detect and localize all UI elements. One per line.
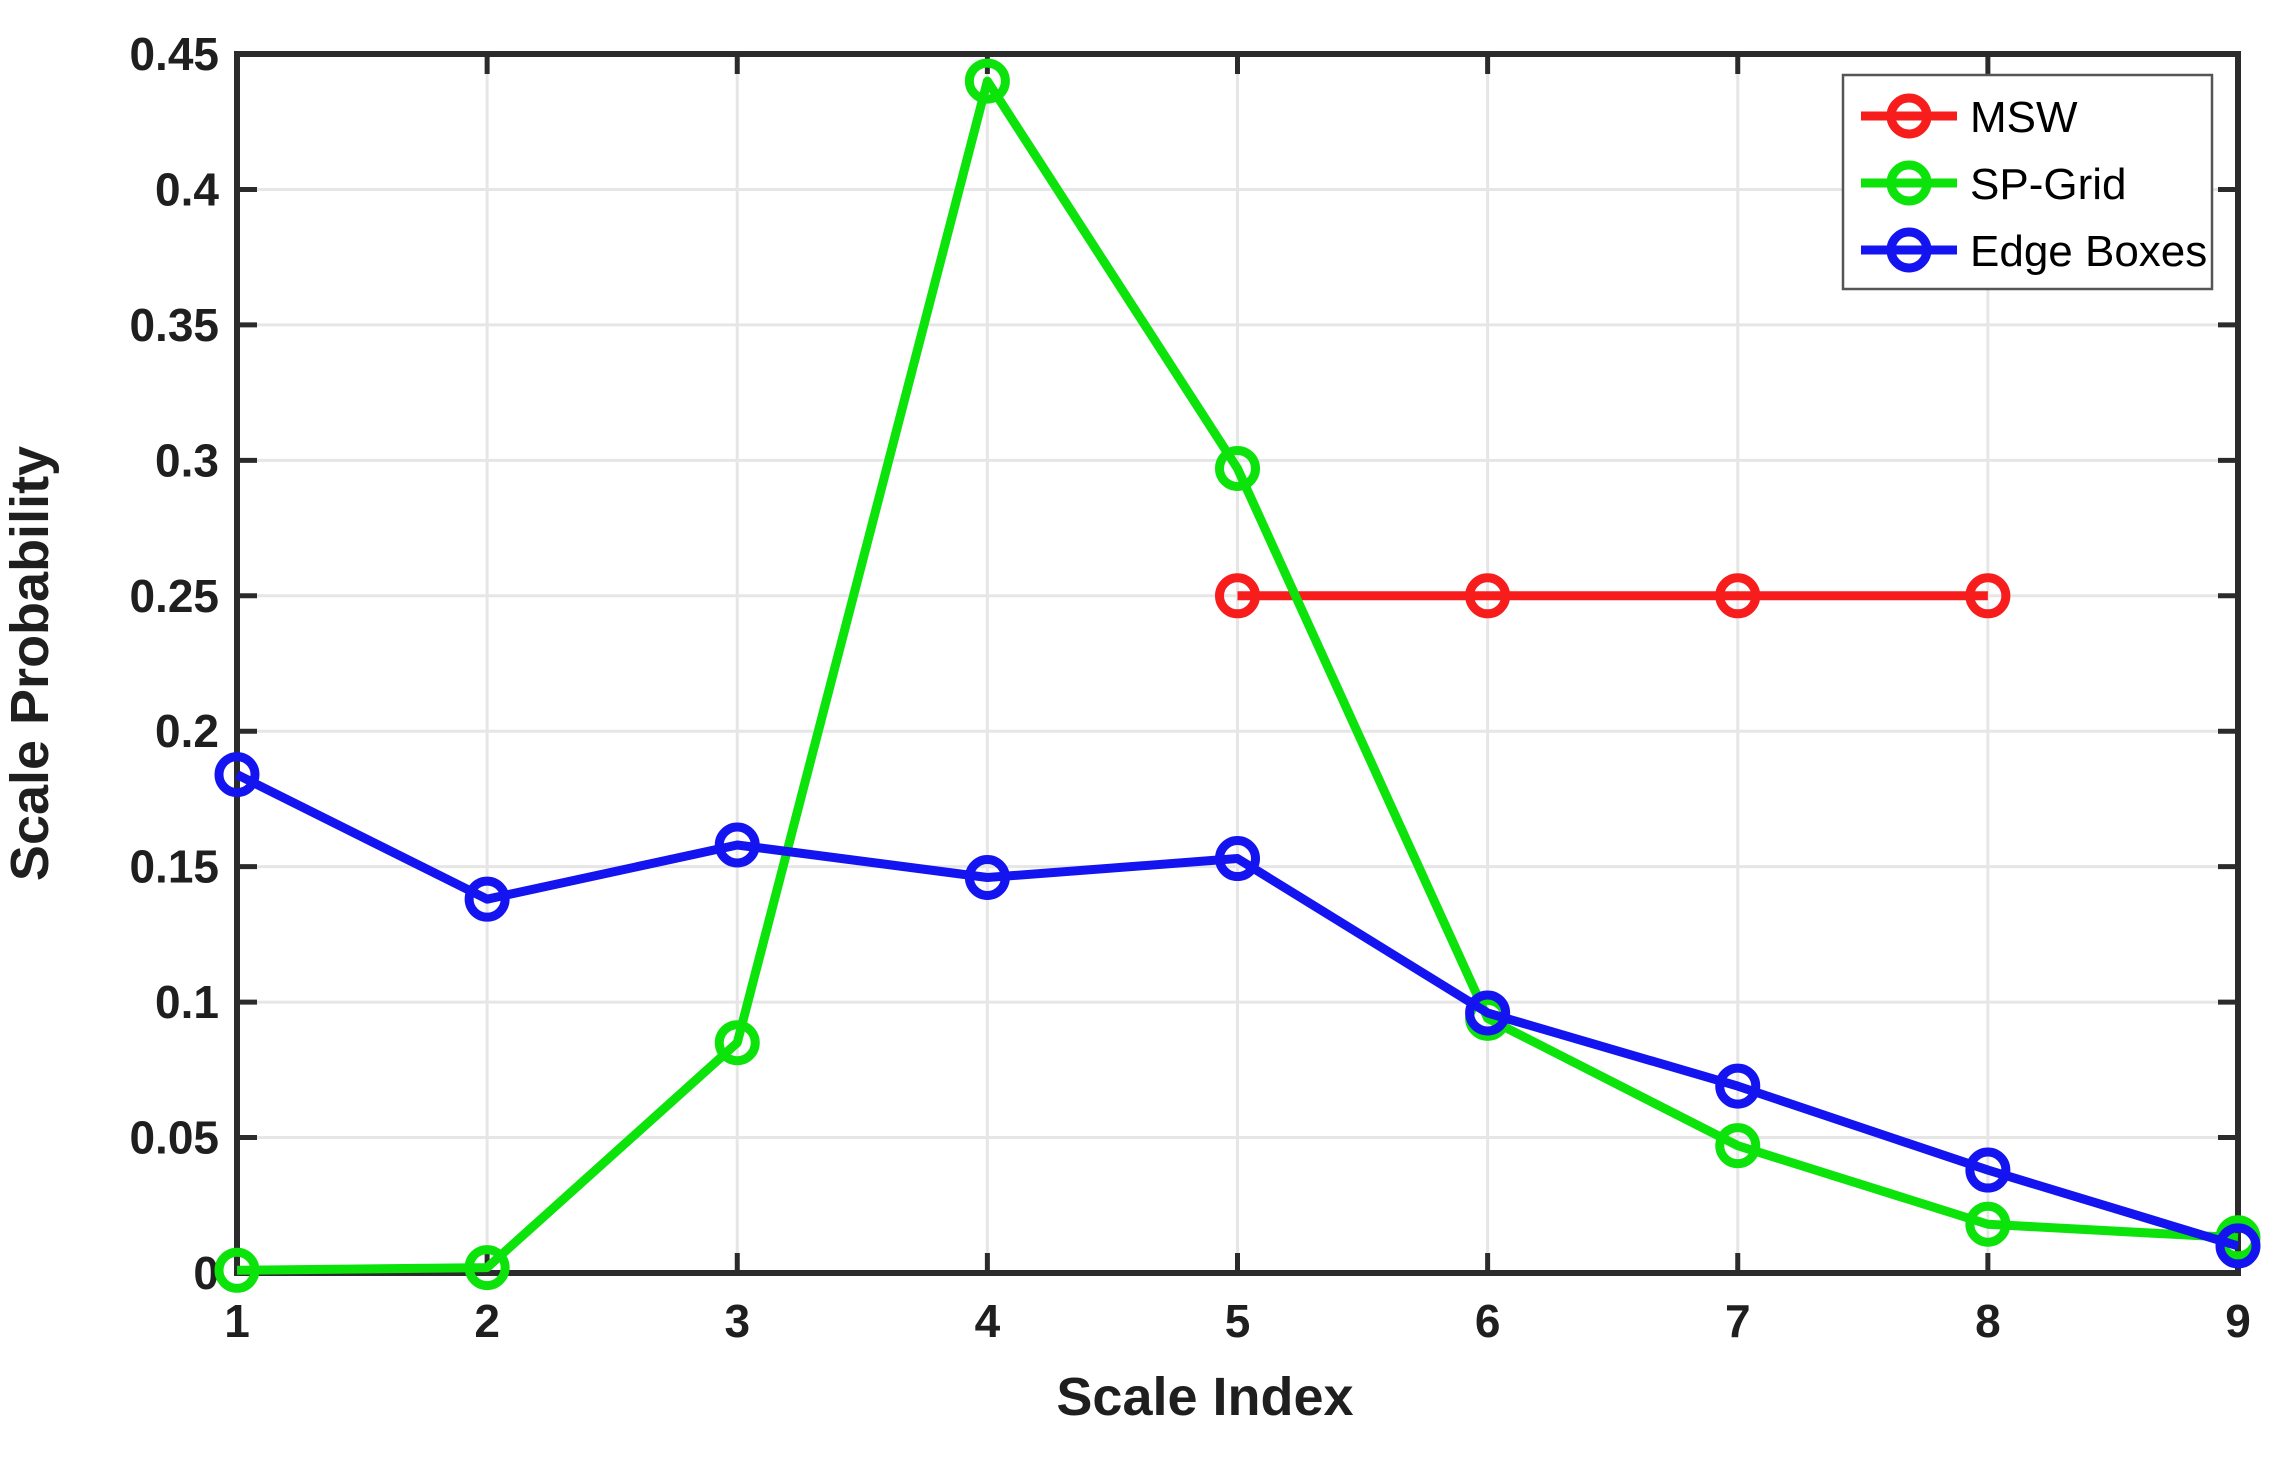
legend: MSW SP-Grid Edge Boxes [1841,73,2214,291]
y-tick-label: 0.3 [155,434,219,486]
legend-item: Edge Boxes [1861,227,2207,276]
data-point-marker [1715,573,1761,619]
x-tick-label: 6 [1475,1295,1501,1347]
x-axis-label: Scale Index [1056,1367,1353,1427]
data-point-marker [1965,573,2011,619]
series-edge-boxes [214,752,2261,1269]
legend-label: MSW [1970,93,2078,142]
x-tick-label: 8 [1975,1295,2001,1347]
legend-item: MSW [1861,93,2078,142]
y-tick-label: 0.45 [129,28,219,80]
x-tick-label: 9 [2225,1295,2251,1347]
y-tick-label: 0.4 [155,163,219,215]
data-point-marker [464,876,510,922]
legend-marker-sample [1886,227,1932,273]
x-tick-label: 2 [474,1295,500,1347]
data-point-marker [214,1247,260,1293]
series-line [236,76,2239,1275]
legend-label: Edge Boxes [1970,227,2207,276]
y-tick-label: 0.35 [129,299,219,351]
data-point-marker [1465,990,1511,1036]
data-point-marker [2215,1223,2261,1269]
legend-item: SP-Grid [1861,160,2126,209]
x-tick-label: 4 [975,1295,1001,1347]
y-tick-label: 0.05 [129,1112,219,1164]
x-tick-label: 5 [1225,1295,1251,1347]
data-point-marker [1215,573,1260,619]
data-point-marker [1715,1123,1761,1169]
data-point-marker [714,1020,760,1066]
data-point-marker [964,855,1010,901]
y-tick-label: 0.15 [129,841,219,893]
y-tick-label: 0.2 [155,705,219,757]
legend-marker-sample [1886,93,1932,139]
y-tick-label: 0.25 [129,570,219,622]
data-point-marker [464,1245,510,1291]
series-msw [1215,573,2011,619]
data-point-marker [1465,573,1511,619]
x-tick-label: 7 [1725,1295,1751,1347]
data-point-marker [214,752,260,798]
data-point-marker [1715,1063,1761,1109]
data-point-marker [964,58,1010,104]
legend-marker-sample [1886,160,1932,206]
data-point-marker [1965,1201,2011,1247]
y-axis-label: Scale Probability [0,446,60,881]
y-tick-label: 0.1 [155,976,219,1028]
x-tick-label: 3 [724,1295,750,1347]
data-point-marker [1215,445,1260,491]
x-tick-label: 1 [224,1295,250,1347]
tick-labels: 1 2 3 4 5 6 7 8 900.050.10.150.20.250.30.350.40.… [129,28,2250,1347]
series-line [234,770,2240,1251]
data-point-marker [1965,1147,2011,1193]
data-point-marker [1215,836,1260,882]
data-point-marker [714,822,760,868]
legend-label: SP-Grid [1970,160,2126,209]
